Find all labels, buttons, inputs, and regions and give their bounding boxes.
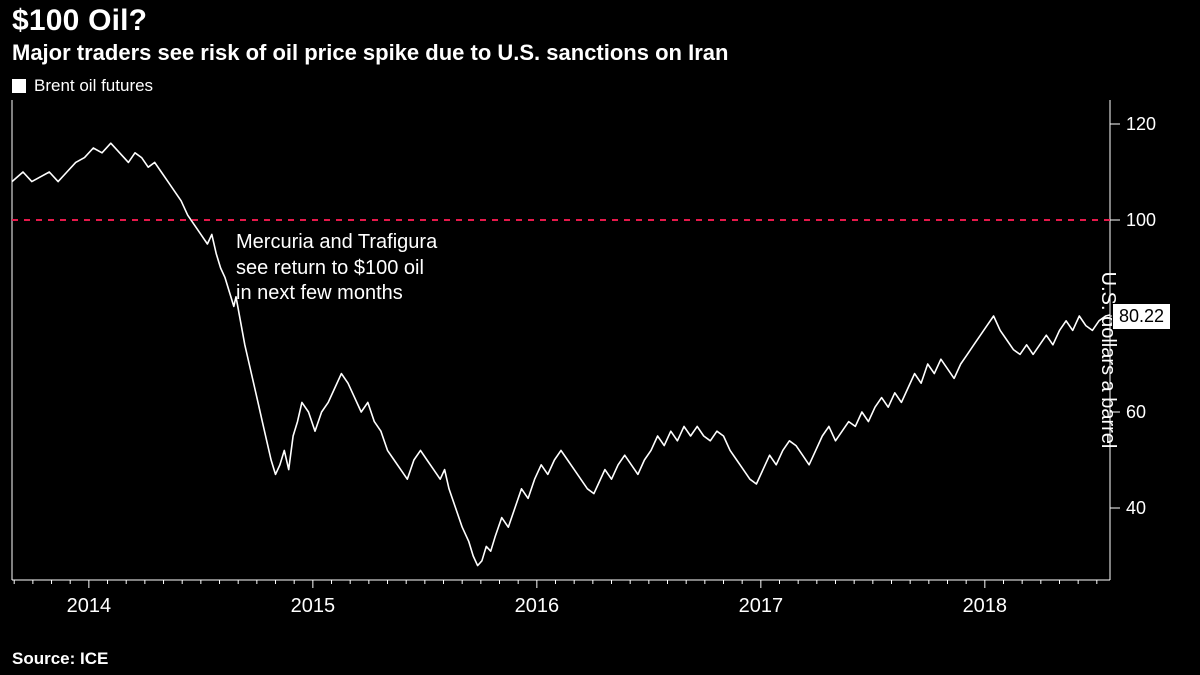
chart-title: $100 Oil? bbox=[12, 4, 147, 38]
svg-text:100: 100 bbox=[1126, 210, 1156, 230]
legend-swatch bbox=[12, 79, 26, 93]
svg-text:40: 40 bbox=[1126, 498, 1146, 518]
svg-text:2018: 2018 bbox=[963, 595, 1008, 617]
svg-text:2015: 2015 bbox=[291, 595, 336, 617]
legend-label: Brent oil futures bbox=[34, 76, 153, 96]
svg-text:120: 120 bbox=[1126, 114, 1156, 134]
source-text: Source: ICE bbox=[12, 649, 108, 669]
chart-subtitle: Major traders see risk of oil price spik… bbox=[12, 40, 728, 66]
svg-text:2016: 2016 bbox=[515, 595, 560, 617]
last-value-box: 80.22 bbox=[1112, 303, 1171, 330]
chart-svg: 40608010012020142015201620172018 bbox=[0, 100, 1200, 620]
legend: Brent oil futures bbox=[12, 76, 153, 96]
chart-root: { "title": "$100 Oil?", "subtitle": "Maj… bbox=[0, 0, 1200, 675]
svg-text:2017: 2017 bbox=[739, 595, 784, 617]
svg-text:60: 60 bbox=[1126, 402, 1146, 422]
y-axis-label: U.S. dollars a barrel bbox=[1096, 272, 1119, 449]
svg-text:2014: 2014 bbox=[67, 595, 112, 617]
chart-annotation: Mercuria and Trafigurasee return to $100… bbox=[236, 230, 437, 307]
chart-area: 40608010012020142015201620172018 U.S. do… bbox=[0, 100, 1200, 620]
